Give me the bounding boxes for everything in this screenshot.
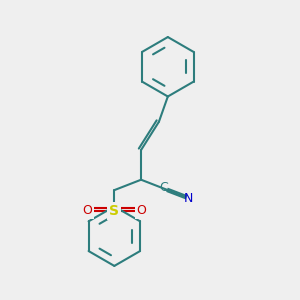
Text: N: N [184,192,193,205]
Text: S: S [109,204,119,218]
Text: O: O [136,204,146,218]
Text: O: O [82,204,92,218]
Text: C: C [159,181,168,194]
